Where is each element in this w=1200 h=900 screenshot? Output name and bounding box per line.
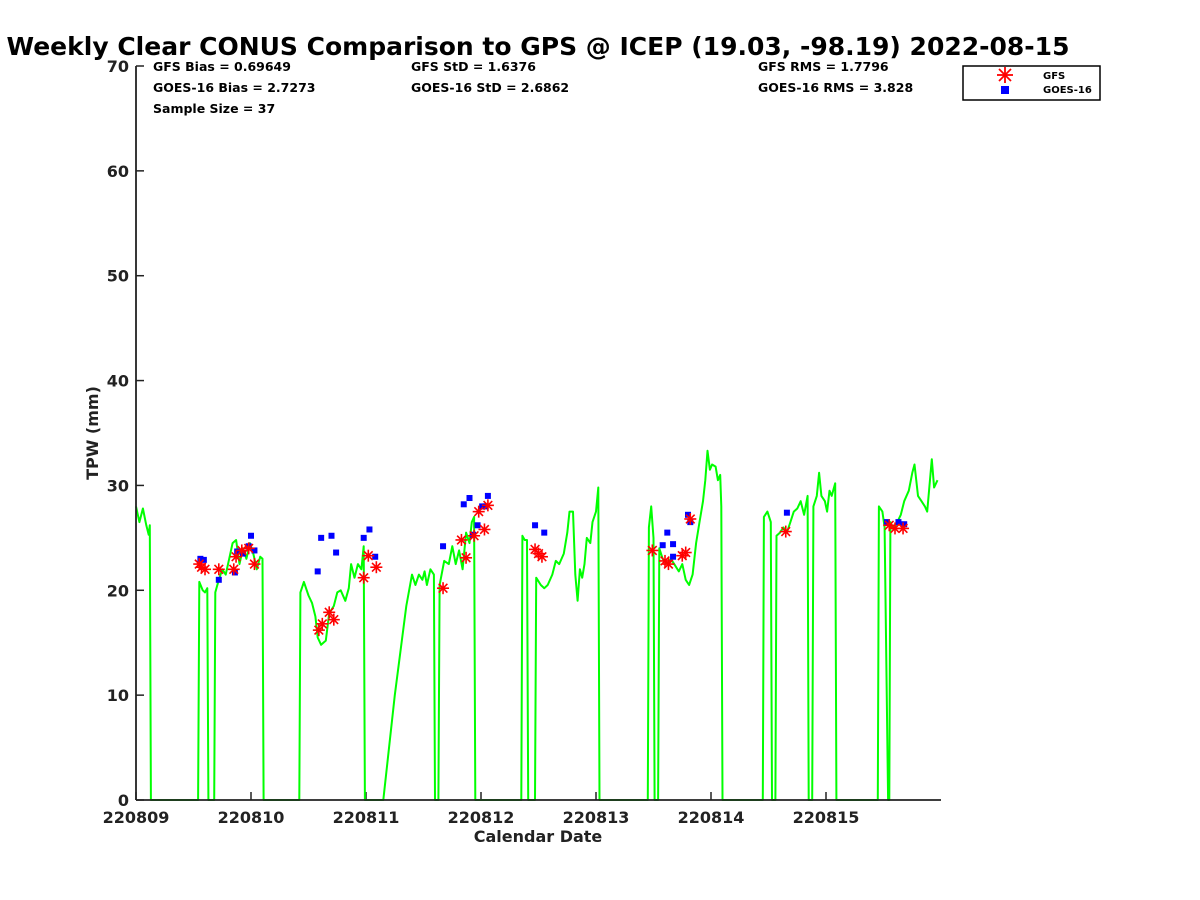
y-tick-label: 20 xyxy=(107,581,129,600)
legend: GFS GOES-16 xyxy=(962,65,1101,101)
goes-point xyxy=(197,555,204,562)
goes-point xyxy=(239,550,246,557)
x-axis-ticks: 220809 220810 220811 220812 220813 220814 2208… xyxy=(103,792,860,827)
goes-point xyxy=(440,543,447,550)
goes-point xyxy=(460,501,467,508)
goes-point xyxy=(200,556,207,563)
gfs-point xyxy=(242,542,255,555)
x-axis-label: Calendar Date xyxy=(474,827,603,846)
chart-title: Weekly Clear CONUS Comparison to GPS @ I… xyxy=(7,32,1070,61)
stat-goes-bias: GOES-16 Bias = 2.7273 xyxy=(153,80,315,95)
goes-point xyxy=(366,526,373,533)
y-axis-ticks: 0 10 20 30 40 50 60 70 xyxy=(107,57,144,810)
gfs-point xyxy=(662,558,675,571)
gfs-point xyxy=(212,563,225,576)
goes-point xyxy=(318,534,325,541)
x-tick-label: 220814 xyxy=(678,808,745,827)
stat-goes-rms: GOES-16 RMS = 3.828 xyxy=(758,80,913,95)
goes-point xyxy=(333,549,340,556)
y-tick-label: 10 xyxy=(107,686,129,705)
stat-goes-std: GOES-16 StD = 2.6862 xyxy=(411,80,569,95)
goes-point xyxy=(482,503,489,510)
goes-point xyxy=(215,576,222,583)
gfs-point xyxy=(478,523,491,536)
goes-point xyxy=(685,511,691,518)
gfs-point xyxy=(437,582,450,595)
y-tick-label: 0 xyxy=(118,791,129,810)
goes-point xyxy=(895,519,902,526)
legend-box xyxy=(962,65,1101,101)
y-tick-label: 50 xyxy=(107,267,129,286)
goes-point xyxy=(372,553,379,560)
gfs-point xyxy=(779,525,792,538)
goes-point xyxy=(783,509,790,516)
goes-point xyxy=(466,495,473,502)
gfs-point xyxy=(323,606,336,619)
gfs-point xyxy=(883,519,896,532)
stat-gfs-std: GFS StD = 1.6376 xyxy=(411,59,536,74)
gfs-point xyxy=(362,549,375,562)
goes-point xyxy=(248,532,254,539)
y-tick-label: 60 xyxy=(107,162,129,181)
goes-point xyxy=(360,534,367,541)
y-tick-label: 40 xyxy=(107,372,129,391)
gfs-point xyxy=(227,563,240,576)
x-tick-label: 220813 xyxy=(563,808,630,827)
gfs-point xyxy=(327,613,340,626)
gfs-point xyxy=(646,544,659,557)
goes-point xyxy=(328,532,335,539)
goes-point xyxy=(901,521,908,528)
y-axis-label: TPW (mm) xyxy=(83,386,102,480)
goes-point xyxy=(532,522,539,529)
plot-area xyxy=(135,449,939,801)
legend-goes-label: GOES-16 xyxy=(1043,85,1092,96)
goes-point xyxy=(231,569,238,576)
legend-gfs-label: GFS xyxy=(1043,71,1065,82)
goes-point xyxy=(479,503,486,510)
gfs-point xyxy=(316,617,329,630)
goes-point xyxy=(234,548,241,555)
stat-gfs-rms: GFS RMS = 1.7796 xyxy=(758,59,889,74)
goes-point xyxy=(659,542,666,549)
y-tick-label: 30 xyxy=(107,476,129,495)
legend-goes-marker xyxy=(1001,86,1009,94)
x-tick-label: 220811 xyxy=(333,808,400,827)
gfs-point xyxy=(535,550,548,563)
gfs-point xyxy=(199,563,211,576)
gfs-point xyxy=(679,546,692,559)
x-tick-label: 220812 xyxy=(448,808,515,827)
gfs-point xyxy=(357,571,370,584)
goes-point xyxy=(251,547,258,554)
y-tick-label: 70 xyxy=(107,57,129,76)
gfs-point xyxy=(472,505,485,518)
gfs-point xyxy=(481,499,494,512)
gfs-point xyxy=(468,529,481,542)
legend-gfs-marker xyxy=(997,67,1013,83)
x-tick-label: 220815 xyxy=(793,808,860,827)
gfs-point xyxy=(370,561,383,574)
goes-point xyxy=(474,522,481,529)
stat-gfs-bias: GFS Bias = 0.69649 xyxy=(153,59,291,74)
gfs-point xyxy=(684,512,697,525)
goes-point xyxy=(541,529,548,536)
goes-point xyxy=(670,553,677,560)
x-tick-label: 220809 xyxy=(103,808,170,827)
goes-point xyxy=(664,529,671,536)
gfs-point xyxy=(897,522,910,535)
goes-point xyxy=(670,541,677,548)
goes-point xyxy=(314,568,321,575)
gps-tpw-line xyxy=(135,449,939,801)
x-tick-label: 220810 xyxy=(218,808,285,827)
stat-sample-size: Sample Size = 37 xyxy=(153,101,275,116)
gfs-point xyxy=(455,533,468,546)
gfs-point xyxy=(248,558,261,571)
goes-point xyxy=(484,492,491,499)
gfs-point xyxy=(460,551,473,564)
